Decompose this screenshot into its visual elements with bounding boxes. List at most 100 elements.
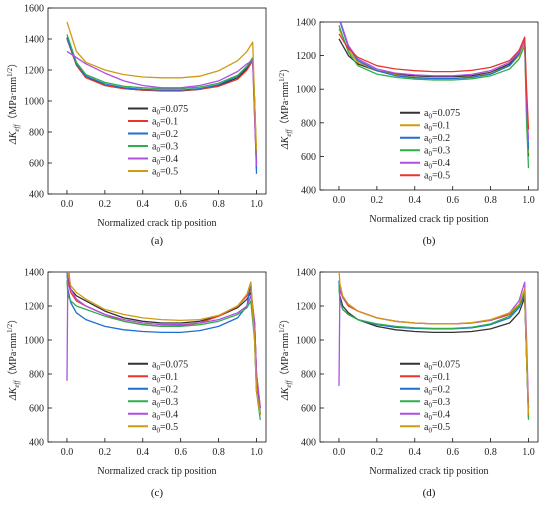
y-tick-label: 800 bbox=[301, 370, 316, 381]
x-tick-label: 0.2 bbox=[99, 199, 112, 210]
legend-label-5: a0=0.4 bbox=[424, 409, 450, 422]
x-tick-label: 0.4 bbox=[137, 199, 150, 210]
x-axis-label: Normalized crack tip position bbox=[97, 466, 216, 477]
legend-label-3: a0=0.2 bbox=[424, 133, 450, 146]
y-tick-label: 800 bbox=[29, 128, 44, 139]
legend-label-2: a0=0.1 bbox=[152, 116, 178, 129]
legend-label-1: a0=0.075 bbox=[152, 359, 188, 372]
y-label-unit: （MPa·mm bbox=[7, 333, 19, 381]
y-tick-label: 1000 bbox=[296, 336, 316, 347]
x-tick-label: 0.4 bbox=[137, 447, 150, 458]
plot-frame bbox=[47, 271, 267, 443]
y-label-exponent: 1/2 bbox=[6, 323, 14, 332]
x-tick-label: 0.6 bbox=[174, 447, 187, 458]
y-tick-label: 800 bbox=[29, 370, 44, 381]
legend-label-3: a0=0.2 bbox=[424, 384, 450, 397]
x-axis-label: Normalized crack tip position bbox=[369, 214, 488, 225]
x-tick-label: 0.2 bbox=[371, 447, 384, 458]
x-tick-label: 0.0 bbox=[333, 447, 346, 458]
y-label-close: ） bbox=[7, 58, 19, 68]
plot-frame bbox=[319, 271, 539, 443]
legend-label-6: a0=0.5 bbox=[152, 422, 178, 435]
y-label-symbol: ΔK bbox=[8, 130, 19, 145]
y-label-symbol: ΔK bbox=[280, 386, 291, 401]
legend-label-5: a0=0.4 bbox=[152, 409, 178, 422]
x-tick-label: 0.8 bbox=[212, 199, 225, 210]
x-tick-label: 1.0 bbox=[250, 447, 263, 458]
y-label-exponent: 1/2 bbox=[6, 67, 14, 76]
y-label-close: ） bbox=[279, 63, 291, 73]
y-tick-label: 400 bbox=[301, 186, 316, 197]
series-line-6 bbox=[66, 21, 258, 151]
x-tick-label: 0.0 bbox=[61, 199, 74, 210]
y-label-close: ） bbox=[279, 314, 291, 324]
y-tick-label: 1400 bbox=[24, 268, 44, 279]
panel-caption: (d) bbox=[423, 487, 436, 499]
series-line-5 bbox=[66, 50, 258, 167]
x-tick-label: 0.8 bbox=[212, 447, 225, 458]
y-tick-label: 600 bbox=[29, 404, 44, 415]
y-tick-label: 1600 bbox=[24, 4, 44, 15]
x-axis-label: Normalized crack tip position bbox=[369, 466, 488, 477]
chart-panel-2: 0.0 0.2 0.4 0.6 0.8 1.0 400 600 800 1000 1200 1400 N… bbox=[278, 18, 539, 247]
legend-label-1: a0=0.075 bbox=[424, 359, 460, 372]
x-tick-label: 0.0 bbox=[61, 447, 74, 458]
y-tick-label: 1200 bbox=[24, 302, 44, 313]
y-tick-label: 600 bbox=[301, 404, 316, 415]
y-label-subscript: eff bbox=[13, 124, 21, 132]
y-axis-label: ΔKeff（MPa·mm1/2） bbox=[6, 58, 21, 145]
plot-frame bbox=[319, 21, 539, 191]
y-axis-label: ΔKeff（MPa·mm1/2） bbox=[6, 314, 21, 401]
series-line-6 bbox=[67, 272, 261, 415]
x-tick-label: 0.0 bbox=[333, 195, 346, 206]
legend-label-6: a0=0.5 bbox=[424, 422, 450, 435]
legend-label-4: a0=0.3 bbox=[152, 141, 178, 154]
y-tick-label: 400 bbox=[301, 438, 316, 449]
y-label-unit: （MPa·mm bbox=[279, 82, 291, 130]
legend-label-1: a0=0.075 bbox=[424, 108, 460, 121]
y-label-symbol: ΔK bbox=[280, 135, 291, 150]
series-line-6 bbox=[338, 272, 530, 415]
y-tick-label: 1000 bbox=[296, 85, 316, 96]
y-tick-label: 400 bbox=[29, 190, 44, 201]
chart-panel-1: 0.0 0.2 0.4 0.6 0.8 1.0 400 600 800 1000 1200 1400 1… bbox=[6, 4, 267, 247]
y-tick-label: 1000 bbox=[24, 97, 44, 108]
legend-label-3: a0=0.2 bbox=[152, 384, 178, 397]
x-tick-label: 0.8 bbox=[484, 195, 497, 206]
legend-label-6: a0=0.5 bbox=[424, 171, 450, 184]
y-tick-label: 1400 bbox=[24, 35, 44, 46]
chart-panel-4: 0.0 0.2 0.4 0.6 0.8 1.0 400 600 800 1000 1200 1400 N… bbox=[278, 268, 539, 499]
legend-label-3: a0=0.2 bbox=[152, 129, 178, 142]
series-line-6 bbox=[338, 33, 530, 130]
panel-caption: (c) bbox=[151, 487, 164, 499]
legend-label-5: a0=0.4 bbox=[152, 154, 178, 167]
x-tick-label: 0.2 bbox=[99, 447, 112, 458]
x-tick-label: 0.4 bbox=[409, 195, 422, 206]
y-tick-label: 1200 bbox=[24, 66, 44, 77]
legend-label-4: a0=0.3 bbox=[424, 397, 450, 410]
x-tick-label: 1.0 bbox=[522, 195, 535, 206]
y-label-subscript: eff bbox=[285, 380, 293, 388]
y-tick-label: 1200 bbox=[296, 302, 316, 313]
x-axis-label: Normalized crack tip position bbox=[97, 218, 216, 229]
y-label-close: ） bbox=[7, 314, 19, 324]
y-tick-label: 800 bbox=[301, 118, 316, 129]
legend-label-2: a0=0.1 bbox=[424, 121, 450, 134]
y-tick-label: 600 bbox=[29, 159, 44, 170]
panel-caption: (b) bbox=[423, 235, 436, 247]
y-label-subscript: eff bbox=[13, 380, 21, 388]
y-label-subscript: eff bbox=[285, 129, 293, 137]
series-line-4 bbox=[338, 25, 530, 169]
y-tick-label: 1200 bbox=[296, 51, 316, 62]
series-line-5 bbox=[339, 22, 530, 140]
x-tick-label: 0.6 bbox=[174, 199, 187, 210]
legend-label-5: a0=0.4 bbox=[424, 158, 450, 171]
y-axis-label: ΔKeff（MPa·mm1/2） bbox=[278, 314, 293, 401]
y-axis-label: ΔKeff（MPa·mm1/2） bbox=[278, 63, 293, 150]
legend-label-4: a0=0.3 bbox=[152, 397, 178, 410]
legend-label-1: a0=0.075 bbox=[152, 104, 188, 117]
series-line-4 bbox=[66, 280, 261, 420]
y-label-unit: （MPa·mm bbox=[7, 77, 19, 125]
legend-label-6: a0=0.5 bbox=[152, 166, 178, 179]
x-tick-label: 0.4 bbox=[409, 447, 422, 458]
